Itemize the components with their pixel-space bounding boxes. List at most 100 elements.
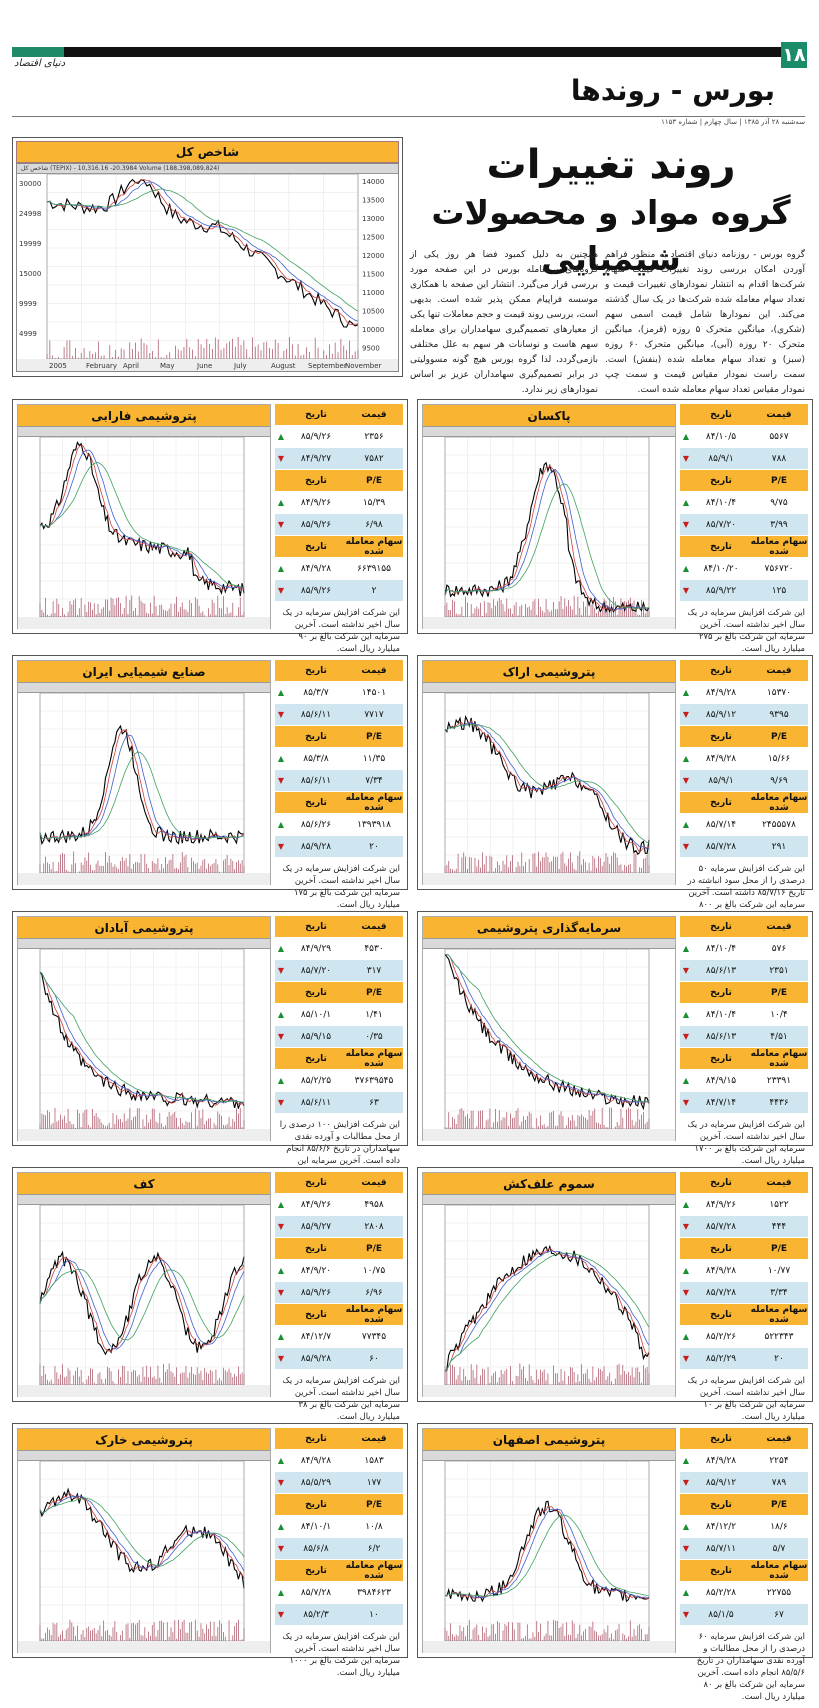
stats-value: ۵۲۲۳۴۳ <box>764 1331 794 1342</box>
stats-date: ۸۴/۱۰/۲۰ <box>703 563 739 574</box>
arrow-up-icon: ▲ <box>277 1588 285 1597</box>
arrow-up-icon: ▲ <box>277 944 285 953</box>
stats-value: ۷۷۳۴۵ <box>361 1331 387 1342</box>
stats-header-date: تاریخ <box>710 475 732 486</box>
stats-value: ۱۵۳۷۰ <box>766 687 792 698</box>
arrow-down-icon: ▼ <box>682 1032 690 1041</box>
arrow-down-icon: ▼ <box>277 454 285 463</box>
arrow-up-icon: ▲ <box>682 1456 690 1465</box>
stock-chart: سرمایه‌گذاری پتروشیمی <box>422 916 676 1141</box>
arrow-down-icon: ▼ <box>277 1098 285 1107</box>
x-tick-label: May <box>160 362 174 370</box>
arrow-down-icon: ▼ <box>277 966 285 975</box>
x-tick-label: July <box>233 362 247 370</box>
capital-note: این شرکت افزایش سرمایه در یک سال اخیر ند… <box>282 607 400 653</box>
stats-date: ۸۵/۶/۱۱ <box>300 709 332 720</box>
stats-date: ۸۵/۹/۱ <box>708 775 734 786</box>
stats-header-value: سهام معامله شده <box>345 792 403 813</box>
stats-row: ۲۴۵۵۵۷۸ ۸۵/۷/۱۴ ▲ <box>680 814 808 836</box>
stats-date: ۸۴/۹/۲۸ <box>705 753 737 764</box>
stats-header-date: تاریخ <box>305 1177 327 1188</box>
stats-date: ۸۴/۹/۲۸ <box>300 1455 332 1466</box>
stats-date: ۸۵/۱/۵ <box>708 1609 734 1620</box>
stats-row: ۱۷۷ ۸۵/۵/۲۹ ▼ <box>275 1472 403 1494</box>
stats-header-date: تاریخ <box>710 1309 732 1320</box>
stats-value: ۱۸/۶ <box>770 1521 788 1532</box>
stats-header: P/E تاریخ <box>680 982 808 1004</box>
arrow-up-icon: ▲ <box>277 1332 285 1341</box>
stats-header-value: P/E <box>770 1243 788 1254</box>
stats-header-date: تاریخ <box>710 409 732 420</box>
stats-date: ۸۴/۹/۲۷ <box>300 453 332 464</box>
y-tick-label: 12500 <box>362 234 384 242</box>
stats-date: ۸۵/۷/۲۰ <box>300 965 332 976</box>
stats-header-value: قیمت <box>361 665 387 676</box>
stats-value: ۶۳ <box>369 1097 379 1108</box>
stats-header-value: قیمت <box>361 1177 387 1188</box>
stats-value: ۲۰ <box>774 1353 784 1364</box>
stats-date: ۸۵/۹/۲۸ <box>300 841 332 852</box>
arrow-down-icon: ▼ <box>277 586 285 595</box>
stats-row: ۳۱۷ ۸۵/۷/۲۰ ▼ <box>275 960 403 982</box>
stats-value: ۹/۷۵ <box>770 497 788 508</box>
stats-row: ۱۲۵ ۸۵/۹/۲۲ ▼ <box>680 580 808 602</box>
arrow-down-icon: ▼ <box>277 1610 285 1619</box>
stats-header-date: تاریخ <box>305 921 327 932</box>
arrow-up-icon: ▲ <box>277 688 285 697</box>
stats-header-value: سهام معامله شده <box>750 1048 808 1069</box>
stats-value: ۵۷۶ <box>771 943 787 954</box>
arrow-down-icon: ▼ <box>682 586 690 595</box>
arrow-down-icon: ▼ <box>682 1098 690 1107</box>
stock-chart: صنایع شیمیایی ایران <box>17 660 271 885</box>
stats-date: ۸۵/۶/۱۳ <box>705 1031 737 1042</box>
stats-header-date: تاریخ <box>305 1499 327 1510</box>
stats-header-value: قیمت <box>766 921 792 932</box>
stats-value: ۱۰/۷۵ <box>362 1265 386 1276</box>
stats-header-date: تاریخ <box>710 1243 732 1254</box>
arrow-up-icon: ▲ <box>682 564 690 573</box>
stats-row: ۲۰ ۸۵/۲/۲۹ ▼ <box>680 1348 808 1370</box>
stats-header-date: تاریخ <box>305 1309 327 1320</box>
stats-header-value: سهام معامله شده <box>750 1560 808 1581</box>
stats-header-value: P/E <box>770 1499 788 1510</box>
stats-header-value: سهام معامله شده <box>345 1304 403 1325</box>
section-title: بورس - روندها <box>570 74 775 107</box>
stock-chart-svg <box>423 1205 675 1397</box>
stats-header-date: تاریخ <box>305 987 327 998</box>
stock-chart-svg <box>423 949 675 1141</box>
stats-row: ۷۸۹ ۸۵/۹/۱۲ ▼ <box>680 1472 808 1494</box>
stock-panel: سموم علف‌کش قیمت تاریخ ۱۵۲۲ ۸۴/۹/۲۶ ▲ ۴۴۴ ۸۵/۷/… <box>417 1167 813 1421</box>
arrow-up-icon: ▲ <box>277 432 285 441</box>
stats-row: ۹/۶۹ ۸۵/۹/۱ ▼ <box>680 770 808 792</box>
stats-date: ۸۵/۲/۲۶ <box>705 1331 737 1342</box>
stock-stats-table: قیمت تاریخ ۴۹۵۸ ۸۴/۹/۲۶ ▲ ۲۸۰۸ ۸۵/۹/۲۷ ▼ P/E تاری… <box>275 1172 403 1422</box>
x-tick-label: February <box>86 362 117 370</box>
stats-value: ۱۷۷ <box>366 1477 382 1488</box>
stats-header: سهام معامله شده تاریخ <box>275 792 403 814</box>
stock-panel: کف قیمت تاریخ ۴۹۵۸ ۸۴/۹/۲۶ ▲ ۲۸۰۸ ۸۵/۹/۲۷ ▼ P/E تا… <box>12 1167 408 1421</box>
stats-date: ۸۵/۹/۲۸ <box>300 1353 332 1364</box>
stats-header-value: P/E <box>365 1243 383 1254</box>
stock-chart: پتروشیمی آبادان <box>17 916 271 1141</box>
stats-value: ۶۶۳۹۱۵۵ <box>357 563 391 574</box>
stats-value: ۳۱۷ <box>366 965 382 976</box>
stats-row: ۶/۲ ۸۵/۶/۸ ▼ <box>275 1538 403 1560</box>
stats-value: ۱۵۸۳ <box>364 1455 384 1466</box>
stats-date: ۸۵/۳/۸ <box>303 753 329 764</box>
stats-date: ۸۵/۷/۱۱ <box>705 1543 737 1554</box>
stats-value: ۱۰/۷۷ <box>767 1265 791 1276</box>
stats-header: قیمت تاریخ <box>275 1428 403 1450</box>
stats-row: ۳/۳۴ ۸۵/۷/۲۸ ▼ <box>680 1282 808 1304</box>
stock-chart-title: سموم علف‌کش <box>423 1173 675 1195</box>
capital-note: این شرکت افزایش سرمایه در یک سال اخیر ند… <box>687 1375 805 1421</box>
stats-date: ۸۴/۹/۲۸ <box>300 563 332 574</box>
stats-row: ۶/۹۶ ۸۵/۹/۲۶ ▼ <box>275 1282 403 1304</box>
stats-row: ۱۴۵۰۱ ۸۵/۳/۷ ▲ <box>275 682 403 704</box>
stats-header-value: P/E <box>365 731 383 742</box>
stats-value: ۷۵۸۲ <box>364 453 384 464</box>
stats-header: P/E تاریخ <box>275 1238 403 1260</box>
arrow-down-icon: ▼ <box>277 842 285 851</box>
stats-value: ۷۸۹ <box>771 1477 787 1488</box>
stats-value: ۶/۹۸ <box>365 519 383 530</box>
stats-row: ۱۵۸۳ ۸۴/۹/۲۸ ▲ <box>275 1450 403 1472</box>
